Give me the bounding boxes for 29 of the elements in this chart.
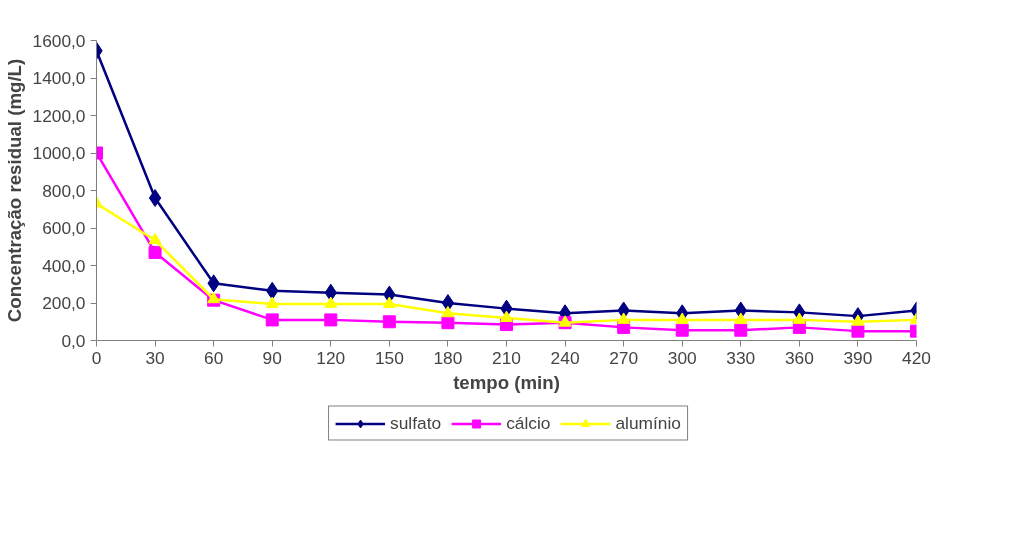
x-axis-title: tempo (min) xyxy=(453,371,560,393)
x-tick-label: 420 xyxy=(902,347,931,368)
x-tick-label: 30 xyxy=(145,347,165,368)
y-tick-label: 1600,0 xyxy=(32,30,86,51)
y-tick-label: 1000,0 xyxy=(32,143,86,163)
y-tick-label: 600,0 xyxy=(42,218,86,238)
y-tick-label: 0,0 xyxy=(61,330,86,351)
x-tick-label: 90 xyxy=(262,347,282,368)
legend-label: alumínio xyxy=(615,412,681,434)
x-tick-label: 60 xyxy=(204,347,224,368)
y-tick-label: 1200,0 xyxy=(32,105,86,126)
legend-label: cálcio xyxy=(506,412,551,434)
x-tick-label: 390 xyxy=(843,347,873,368)
x-tick-label: 330 xyxy=(726,347,756,368)
x-tick-label: 300 xyxy=(667,347,697,368)
x-tick-label: 270 xyxy=(609,347,639,368)
y-tick-label: 800,0 xyxy=(42,180,86,201)
y-axis-title: Concentração residual (mg/L) xyxy=(3,58,25,323)
x-tick-label: 0 xyxy=(91,347,102,368)
y-tick-label: 1400,0 xyxy=(32,68,86,88)
x-tick-label: 210 xyxy=(492,347,521,368)
x-tick-label: 180 xyxy=(433,347,463,368)
x-tick-label: 360 xyxy=(784,347,814,368)
x-tick-label: 150 xyxy=(374,347,404,368)
x-tick-label: 240 xyxy=(550,347,580,368)
y-tick-label: 200,0 xyxy=(42,293,86,313)
y-tick-label: 400,0 xyxy=(42,255,86,276)
legend-label: sulfato xyxy=(390,412,442,434)
x-tick-label: 120 xyxy=(316,347,346,368)
